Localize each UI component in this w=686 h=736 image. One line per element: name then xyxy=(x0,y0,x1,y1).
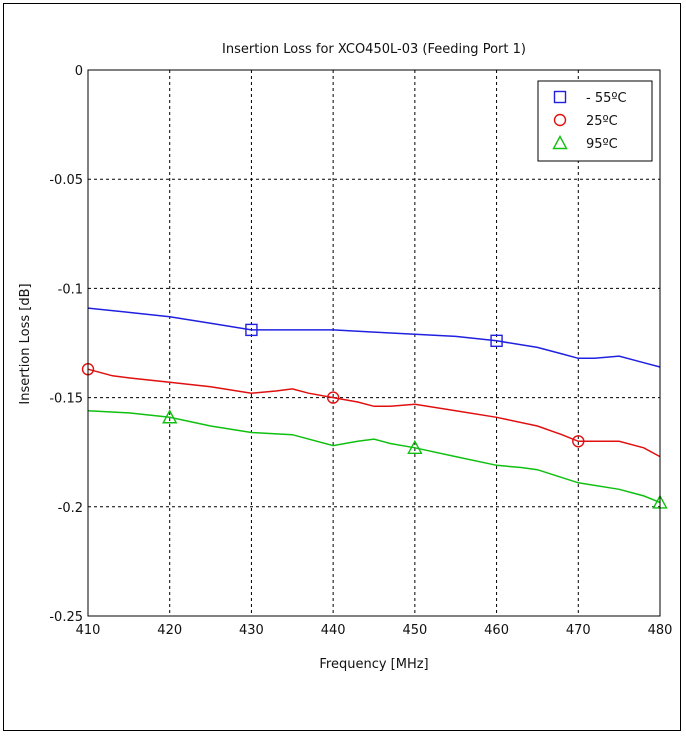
legend-label: - 55ºC xyxy=(586,91,627,106)
y-tick-label: -0.25 xyxy=(49,610,83,625)
legend-label: 95ºC xyxy=(586,137,618,152)
x-tick-label: 410 xyxy=(76,623,101,638)
y-tick-label: -0.2 xyxy=(58,501,83,516)
legend-marker xyxy=(553,90,567,104)
plot-area-border xyxy=(87,69,661,617)
x-tick-label: 420 xyxy=(157,623,182,638)
y-axis-label: Insertion Loss [dB] xyxy=(18,283,33,404)
series-marker xyxy=(572,435,585,448)
series-marker xyxy=(162,409,178,424)
series-line xyxy=(87,368,661,458)
series-line xyxy=(87,307,661,368)
x-tick-label: 450 xyxy=(402,623,427,638)
legend: - 55ºC 25ºC 95ºC xyxy=(537,80,653,162)
insertion-loss-chart: Insertion Loss for XCO450L-03 (Feeding P… xyxy=(18,42,672,672)
legend-label: 25ºC xyxy=(586,114,618,129)
grid xyxy=(88,70,660,616)
legend-marker xyxy=(553,113,567,127)
chart-title: Insertion Loss for XCO450L-03 (Feeding P… xyxy=(222,42,526,57)
series-marker xyxy=(490,334,503,348)
axes: 410 420 430 440 450 460 470 480 0 -0.05 -0.1 -0.15 -… xyxy=(49,64,672,638)
y-tick-label: -0.05 xyxy=(49,173,83,188)
x-tick-label: 480 xyxy=(648,623,673,638)
series-marker xyxy=(326,391,340,404)
legend-box xyxy=(537,80,653,162)
legend-marker xyxy=(552,135,568,150)
series-marker xyxy=(407,439,423,455)
y-tick-label: -0.15 xyxy=(49,392,83,407)
series-marker xyxy=(245,323,258,337)
x-tick-label: 460 xyxy=(484,623,509,638)
x-tick-label: 470 xyxy=(566,623,591,638)
y-tick-label: -0.1 xyxy=(58,282,83,297)
y-tick-label: 0 xyxy=(75,64,83,79)
x-axis-label: Frequency [MHz] xyxy=(319,657,428,672)
figure-frame: Insertion Loss for XCO450L-03 (Feeding P… xyxy=(3,3,681,731)
series-line xyxy=(87,409,661,504)
x-tick-label: 440 xyxy=(321,623,346,638)
x-tick-label: 430 xyxy=(239,623,264,638)
